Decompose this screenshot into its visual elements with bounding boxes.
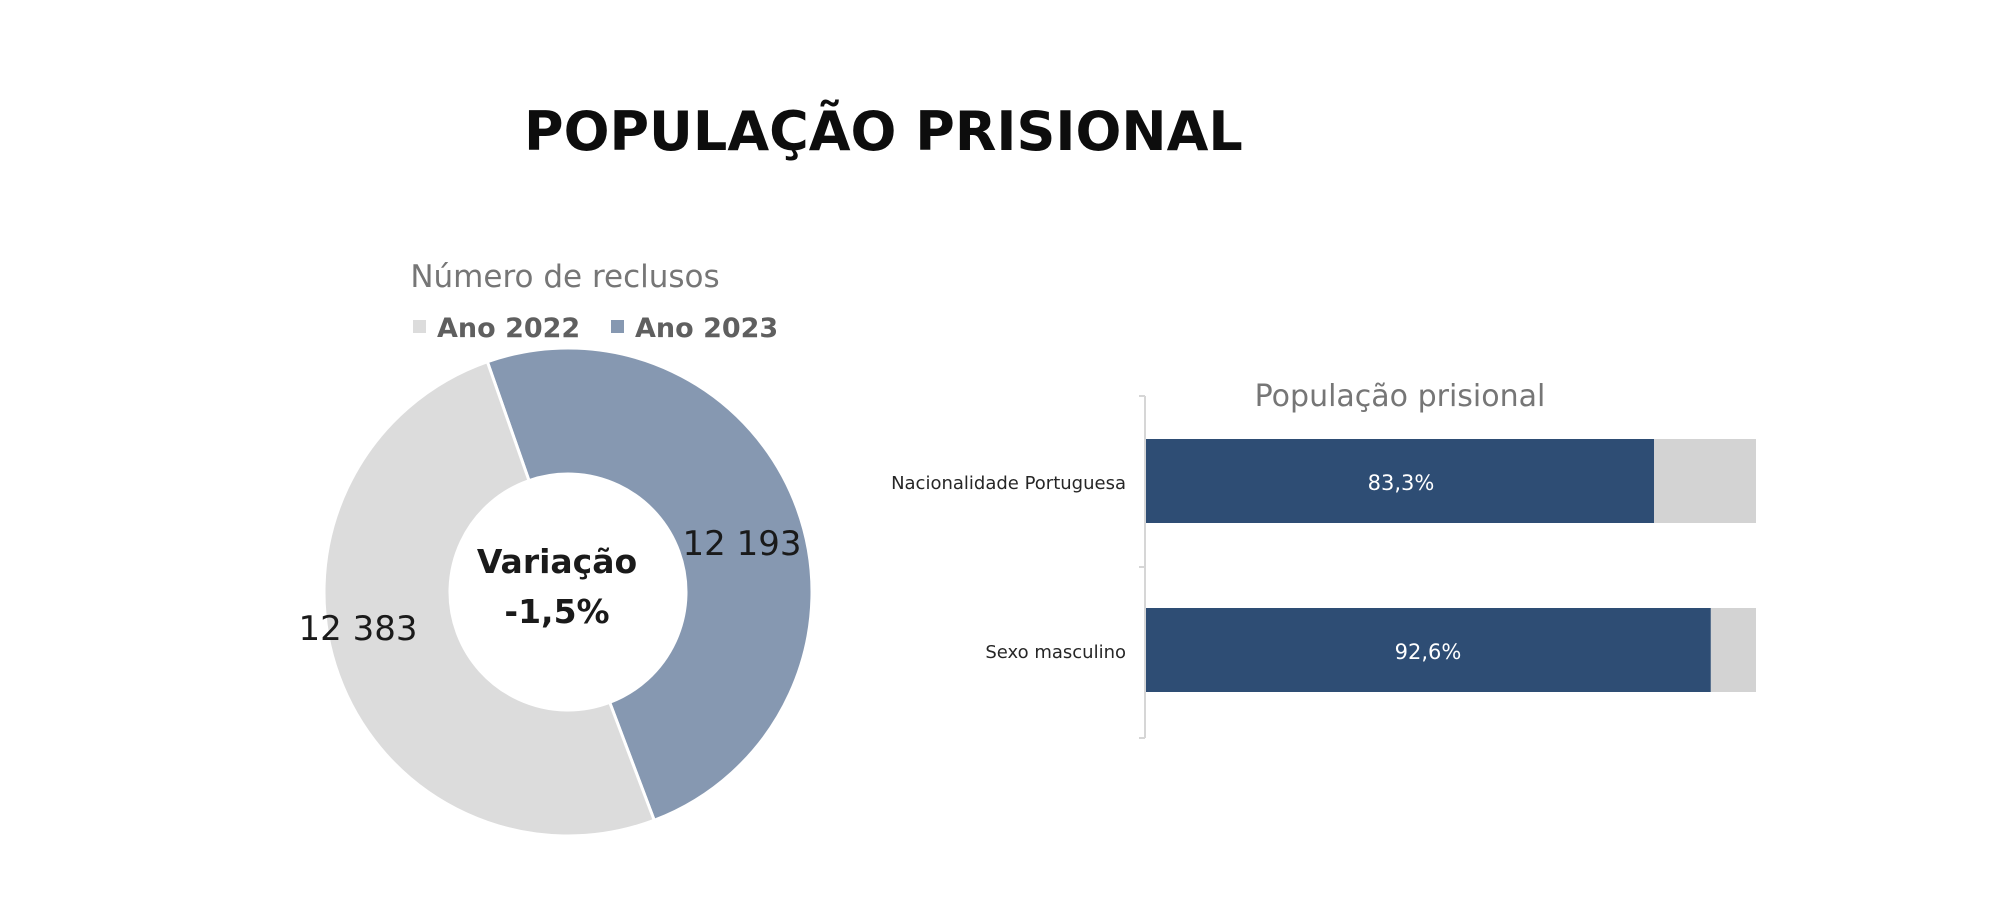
- slice-value-label-2022: 12 383: [299, 609, 418, 649]
- legend-swatch-2023: [611, 320, 624, 333]
- page-title: POPULAÇÃO PRISIONAL: [524, 100, 1243, 163]
- slice-value-label-2023: 12 193: [683, 524, 802, 564]
- donut-slices: [322, 346, 814, 838]
- legend-label-2023: Ano 2023: [635, 313, 778, 344]
- donut-slice-ano-2022: [322, 359, 657, 838]
- bar-segment-sexo-share: [1146, 608, 1711, 692]
- center-label-line-2: -1,5%: [504, 592, 609, 631]
- bar-segment-nacionalidade-remainder: [1654, 439, 1756, 523]
- bar-segment-nacionalidade-share: [1146, 439, 1655, 523]
- legend: Ano 2022 Ano 2023: [413, 313, 778, 344]
- bar-segment-sexo-remainder: [1710, 608, 1756, 692]
- bar-value-label-nacionalidade: 83,3%: [1368, 471, 1435, 495]
- category-axis: [1139, 395, 1146, 739]
- donut-slice-ano-2023: [485, 346, 814, 823]
- center-label-line-1: Variação: [477, 542, 637, 581]
- bar-chart-title: População prisional: [1255, 379, 1546, 414]
- legend-label-2022: Ano 2022: [437, 313, 580, 344]
- bar-value-label-sexo: 92,6%: [1395, 640, 1462, 664]
- bars: [1146, 439, 1756, 692]
- legend-swatch-2022: [413, 320, 426, 333]
- category-label-sexo: Sexo masculino: [985, 642, 1126, 663]
- donut-chart-title: Número de reclusos: [410, 259, 719, 295]
- category-label-nacionalidade: Nacionalidade Portuguesa: [891, 473, 1126, 494]
